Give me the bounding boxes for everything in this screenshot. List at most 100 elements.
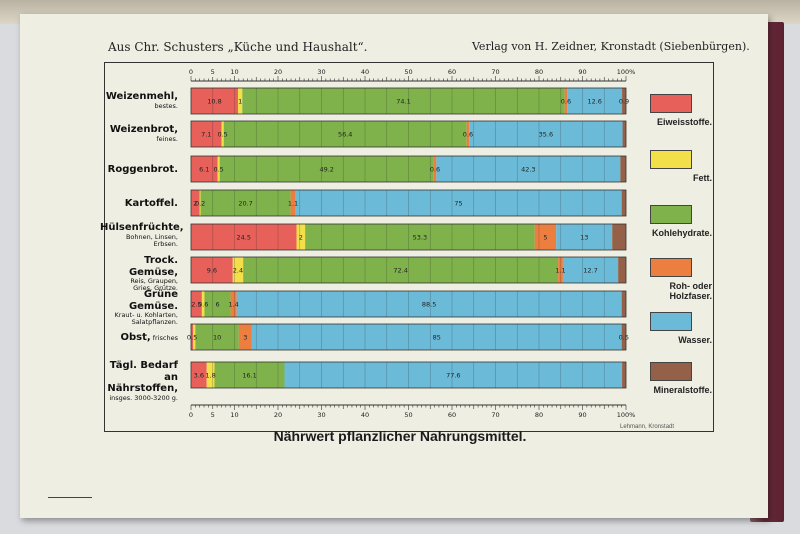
row-label: Hülsenfrüchte, Bohnen, Linsen, Erbsen. bbox=[100, 222, 184, 248]
data-label: 35.6 bbox=[539, 131, 553, 139]
row-label-sub: Erbsen. bbox=[153, 239, 178, 248]
legend-item: Kohlehydrate. bbox=[648, 205, 718, 238]
bottom-tick-label: 100% bbox=[617, 411, 636, 419]
data-label: 0.5 bbox=[187, 334, 197, 342]
bar-segment-6 bbox=[620, 156, 626, 182]
bar-segment-3 bbox=[200, 190, 291, 216]
top-tick-label: 80 bbox=[535, 68, 543, 76]
legend-swatch bbox=[650, 205, 692, 224]
bottom-tick-label: 20 bbox=[274, 411, 282, 419]
footer-rule bbox=[48, 497, 92, 498]
bar-segment-4 bbox=[558, 257, 563, 283]
bar-outline bbox=[190, 189, 627, 217]
bar-segment-3 bbox=[305, 224, 535, 250]
top-tick-label: 70 bbox=[491, 68, 499, 76]
bar-segment-4 bbox=[433, 156, 437, 182]
legend-label: Kohlehydrate. bbox=[651, 228, 712, 238]
data-label: 0.2 bbox=[195, 200, 205, 208]
row-label-sub: Gries, Grütze. bbox=[133, 284, 178, 293]
top-tick-label: 100% bbox=[617, 68, 636, 76]
row-label: Weizenmehl, bestes. bbox=[100, 91, 178, 110]
data-label: 6.1 bbox=[199, 166, 209, 174]
legend-swatch bbox=[650, 362, 692, 381]
row-label: Weizenbrot, feines. bbox=[100, 124, 178, 143]
bar-outline bbox=[190, 223, 627, 251]
bar-segment-4 bbox=[238, 324, 252, 350]
bar-segment-3 bbox=[195, 324, 239, 350]
data-label: 12.6 bbox=[587, 98, 601, 106]
data-label: 9.6 bbox=[207, 267, 217, 275]
bar-segment-5 bbox=[284, 362, 623, 388]
legend-item: Eiweisstoffe. bbox=[648, 94, 718, 127]
legend-swatch bbox=[650, 258, 692, 277]
header-publisher: Verlag von H. Zeidner, Kronstadt (Sieben… bbox=[472, 40, 750, 53]
data-label: 1.1 bbox=[555, 267, 565, 275]
data-label: 53.3 bbox=[413, 234, 427, 242]
bar-segment-1 bbox=[191, 190, 200, 216]
data-label: 88.5 bbox=[422, 301, 436, 309]
bar-segment-2 bbox=[237, 88, 243, 114]
bar-segment-1 bbox=[191, 156, 218, 182]
top-tick-label: 0 bbox=[189, 68, 193, 76]
bar-segment-6 bbox=[622, 362, 626, 388]
legend-item: Roh- oder Holzfaser. bbox=[648, 258, 718, 302]
data-label: 72.4 bbox=[393, 267, 407, 275]
row-label-main-2: Nährstoffen, bbox=[107, 383, 178, 394]
row-label-sub: Bohnen, Linsen, bbox=[125, 232, 178, 241]
bottom-tick-label: 60 bbox=[448, 411, 456, 419]
bar-segment-1 bbox=[191, 324, 194, 350]
row-label-main: Roggenbrot. bbox=[107, 164, 178, 175]
bar-segment-4 bbox=[290, 190, 296, 216]
data-label: 2.5 bbox=[191, 301, 201, 309]
data-label: 0.6 bbox=[463, 131, 473, 139]
data-label: 13 bbox=[580, 234, 588, 242]
data-label: 3 bbox=[243, 334, 247, 342]
legend-item: Wasser. bbox=[648, 312, 718, 345]
legend-label: Fett. bbox=[693, 173, 712, 183]
row-label-sub: bestes. bbox=[154, 101, 178, 110]
bottom-tick-label: 30 bbox=[317, 411, 325, 419]
bar-segment-2 bbox=[232, 257, 244, 283]
bar-segment-3 bbox=[223, 121, 467, 147]
data-label: 56.4 bbox=[338, 131, 352, 139]
data-label: 1.4 bbox=[228, 301, 238, 309]
bar-segment-4 bbox=[534, 224, 557, 250]
bar-segment-5 bbox=[251, 324, 622, 350]
bar-segment-1 bbox=[191, 291, 202, 317]
data-label: 2 bbox=[299, 234, 303, 242]
bottom-tick-label: 40 bbox=[361, 411, 369, 419]
data-label: 16.1 bbox=[242, 372, 256, 380]
bar-segment-2 bbox=[221, 121, 224, 147]
bar-segment-6 bbox=[621, 190, 626, 216]
row-label-sub: feines. bbox=[156, 134, 178, 143]
data-label: 85 bbox=[433, 334, 441, 342]
legend-label: Wasser. bbox=[678, 335, 712, 345]
row-label-sub: Salatpflanzen. bbox=[131, 318, 178, 327]
bottom-tick-label: 50 bbox=[404, 411, 412, 419]
data-label: 2 bbox=[193, 200, 197, 208]
bar-segment-6 bbox=[622, 121, 626, 147]
bar-segment-2 bbox=[199, 190, 201, 216]
data-label: 10 bbox=[213, 334, 221, 342]
row-label: Roggenbrot. bbox=[100, 164, 178, 176]
bottom-tick-label: 0 bbox=[189, 411, 193, 419]
bar-segment-5 bbox=[295, 190, 622, 216]
data-label: 0.6 bbox=[561, 98, 571, 106]
data-label: 0.6 bbox=[430, 166, 440, 174]
bar-segment-5 bbox=[562, 257, 619, 283]
row-label: Kartoffel. bbox=[100, 198, 178, 210]
row-label: Grüne Gemüse. Kraut- u. Kohlarten, Salatpf… bbox=[100, 289, 178, 327]
bar-segment-1 bbox=[191, 257, 233, 283]
bar-outline bbox=[190, 323, 627, 351]
data-label: 0.6 bbox=[198, 301, 208, 309]
bar-segment-5 bbox=[556, 224, 613, 250]
top-tick-label: 40 bbox=[361, 68, 369, 76]
bar-segment-4 bbox=[564, 88, 568, 114]
top-tick-label: 20 bbox=[274, 68, 282, 76]
data-label: 77.6 bbox=[446, 372, 460, 380]
data-label: 0.5 bbox=[213, 166, 223, 174]
legend-swatch bbox=[650, 150, 692, 169]
row-label-main: Grüne Gemüse. bbox=[128, 289, 178, 312]
data-label: 10.8 bbox=[207, 98, 221, 106]
bar-segment-6 bbox=[618, 257, 626, 283]
